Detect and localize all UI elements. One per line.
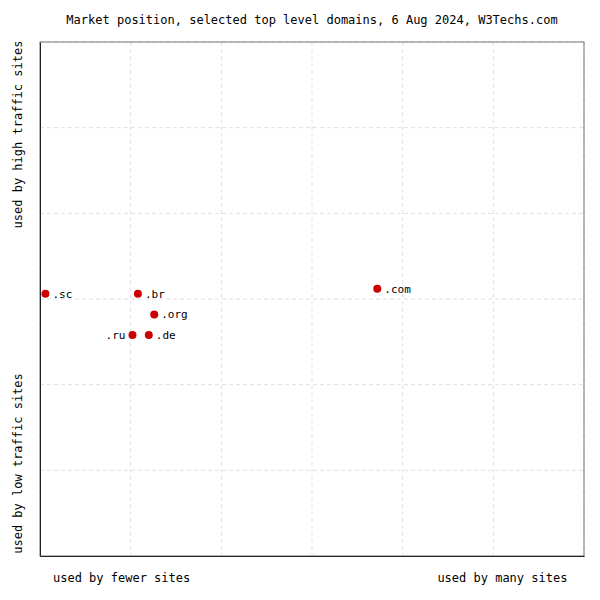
y-axis-label: used by low traffic sites xyxy=(11,373,25,554)
grid-line-x xyxy=(312,42,313,556)
point xyxy=(128,331,136,339)
grid-line-y xyxy=(40,213,584,214)
grid-line-y xyxy=(40,384,584,385)
grid-line-y xyxy=(40,127,584,128)
point xyxy=(134,290,142,298)
point xyxy=(41,290,49,298)
y-axis-label: used by high traffic sites xyxy=(11,41,25,229)
grid-line-x xyxy=(402,42,403,556)
point xyxy=(373,285,381,293)
point xyxy=(150,310,158,318)
point-label: .sc xyxy=(52,288,72,301)
chart: .sc .br .org .ru .de .com Market position, sel… xyxy=(0,0,600,600)
plot-frame xyxy=(40,42,584,556)
point-labels: .sc .br .org .ru .de .com xyxy=(52,283,411,342)
grid-line-x xyxy=(493,42,494,556)
grid-line-y xyxy=(40,470,584,471)
title: Market position, selected top level doma… xyxy=(66,13,557,27)
grid xyxy=(40,42,584,556)
point-label: .ru xyxy=(106,329,126,342)
points xyxy=(41,285,381,339)
point-label: .org xyxy=(161,308,188,321)
point xyxy=(145,331,153,339)
x-axis-label: used by many sites xyxy=(437,571,567,585)
plot: .sc .br .org .ru .de .com xyxy=(40,42,585,557)
point-label: .com xyxy=(384,283,411,296)
grid-line-y xyxy=(40,299,584,300)
point-label: .de xyxy=(156,329,176,342)
grid-line-x xyxy=(221,42,222,556)
x-axis-label: used by fewer sites xyxy=(53,571,190,585)
point-label: .br xyxy=(145,288,165,301)
